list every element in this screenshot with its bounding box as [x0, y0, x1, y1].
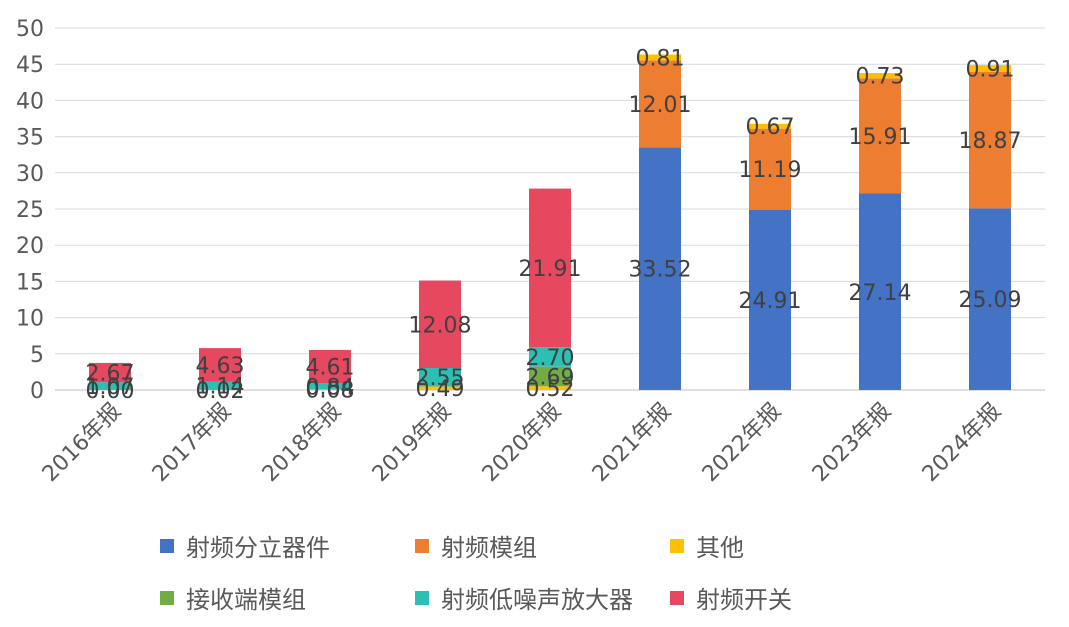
bar-segment: [529, 188, 571, 348]
data-label: 4.63: [196, 354, 245, 379]
y-tick-label: 0: [30, 379, 44, 404]
data-label: 0.67: [746, 115, 795, 140]
data-label: 0.84: [306, 375, 355, 400]
x-tick-label: 2023年报: [808, 399, 896, 487]
data-label: 12.08: [409, 313, 472, 338]
data-label: 2.67: [86, 362, 135, 387]
x-tick-label: 2024年报: [918, 399, 1006, 487]
legend-swatch: [160, 590, 174, 605]
bar-segment: [309, 389, 351, 390]
bar-segment: [749, 128, 791, 210]
bar-segment: [969, 208, 1011, 390]
y-tick-label: 35: [16, 126, 44, 151]
legend-item-rf-module: 射频模组: [415, 528, 537, 563]
data-label: 2.69: [526, 365, 575, 390]
legend-item-rf-discrete: 射频分立器件: [160, 528, 330, 563]
data-label: 0.73: [856, 65, 905, 90]
legend-swatch: [670, 590, 684, 605]
data-label: 21.91: [519, 257, 582, 282]
bar-segment: [969, 65, 1011, 72]
data-label: 33.52: [629, 258, 692, 283]
data-label: 2.70: [526, 346, 575, 371]
data-label: 18.87: [959, 129, 1022, 154]
data-label: 0.52: [526, 377, 575, 402]
bar-segment: [969, 71, 1011, 209]
x-tick-label: 2020年报: [478, 399, 566, 487]
legend-swatch: [160, 538, 174, 553]
x-tick-label: 2018年报: [258, 399, 346, 487]
legend-label: 射频低噪声放大器: [441, 586, 633, 614]
x-tick-label: 2022年报: [698, 399, 786, 487]
y-tick-label: 40: [16, 89, 44, 114]
bar-segment: [419, 280, 461, 368]
bar-segment: [89, 362, 131, 383]
bar-segment: [309, 383, 351, 390]
data-label: 0.02: [196, 379, 245, 404]
y-tick-label: 20: [16, 234, 44, 259]
x-tick-label: 2017年报: [148, 399, 236, 487]
legend-swatch: [415, 538, 429, 553]
x-tick-label: 2016年报: [38, 399, 126, 487]
bar-segment: [859, 193, 901, 390]
bar-segment: [639, 54, 681, 61]
y-tick-label: 50: [16, 17, 44, 42]
data-label: 2.55: [416, 366, 465, 391]
x-axis: 2016年报 2017年报 2018年报 2019年报 2020年报 2021年报 2022…: [38, 399, 1006, 487]
data-label: 27.14: [849, 281, 912, 306]
bar-segment: [419, 386, 461, 390]
bar-segment: [89, 382, 131, 390]
legend-label: 射频开关: [696, 586, 792, 614]
legend-label: 接收端模组: [186, 586, 306, 614]
data-label: 1.14: [196, 375, 245, 400]
bar-segment: [639, 147, 681, 390]
data-labels: 0.001.072.67 0.021.144.63 0.080.844.61 0.49…: [86, 46, 1022, 404]
bar-segment: [639, 60, 681, 148]
y-tick-label: 25: [16, 198, 44, 223]
bar-segment: [199, 348, 241, 382]
data-label: 25.09: [959, 288, 1022, 313]
x-tick-label: 2021年报: [588, 399, 676, 487]
bar-segment: [529, 366, 571, 387]
y-tick-label: 5: [30, 343, 44, 368]
y-tick-label: 45: [16, 53, 44, 78]
data-label: 11.19: [739, 158, 802, 183]
bar-segment: [749, 209, 791, 390]
legend-label: 射频分立器件: [186, 534, 330, 562]
bar-segment: [859, 73, 901, 79]
y-tick-label: 30: [16, 162, 44, 187]
data-label: 0.08: [306, 379, 355, 404]
data-label: 0.49: [416, 377, 465, 402]
bar-segment: [199, 381, 241, 390]
bar-segment: [529, 386, 571, 390]
data-label: 0.91: [966, 57, 1015, 82]
y-axis: 0 5 10 15 20 25 30 35 40 45 50: [16, 17, 44, 404]
bars: [89, 54, 1011, 390]
data-label: 1.07: [86, 375, 135, 400]
legend-item-lna: 射频低噪声放大器: [415, 580, 633, 615]
y-tick-label: 10: [16, 307, 44, 332]
legend-label: 射频模组: [441, 534, 537, 562]
data-label: 4.61: [306, 356, 355, 381]
bar-segment: [309, 349, 351, 384]
x-tick-label: 2019年报: [368, 399, 456, 487]
bar-segment: [419, 367, 461, 387]
legend-swatch: [415, 590, 429, 605]
data-label: 0.81: [636, 46, 685, 71]
data-label: 12.01: [629, 93, 692, 118]
legend-item-rf-switch: 射频开关: [670, 580, 792, 615]
data-label: 24.91: [739, 289, 802, 314]
bar-segment: [529, 347, 571, 367]
data-label: 15.91: [849, 125, 912, 150]
data-label: 0.00: [86, 379, 135, 404]
legend-item-rx-module: 接收端模组: [160, 580, 306, 615]
legend-swatch: [670, 538, 684, 553]
bar-segment: [749, 123, 791, 129]
y-tick-label: 15: [16, 270, 44, 295]
bar-segment: [859, 78, 901, 194]
legend-item-other: 其他: [670, 528, 744, 563]
legend-label: 其他: [696, 534, 744, 562]
